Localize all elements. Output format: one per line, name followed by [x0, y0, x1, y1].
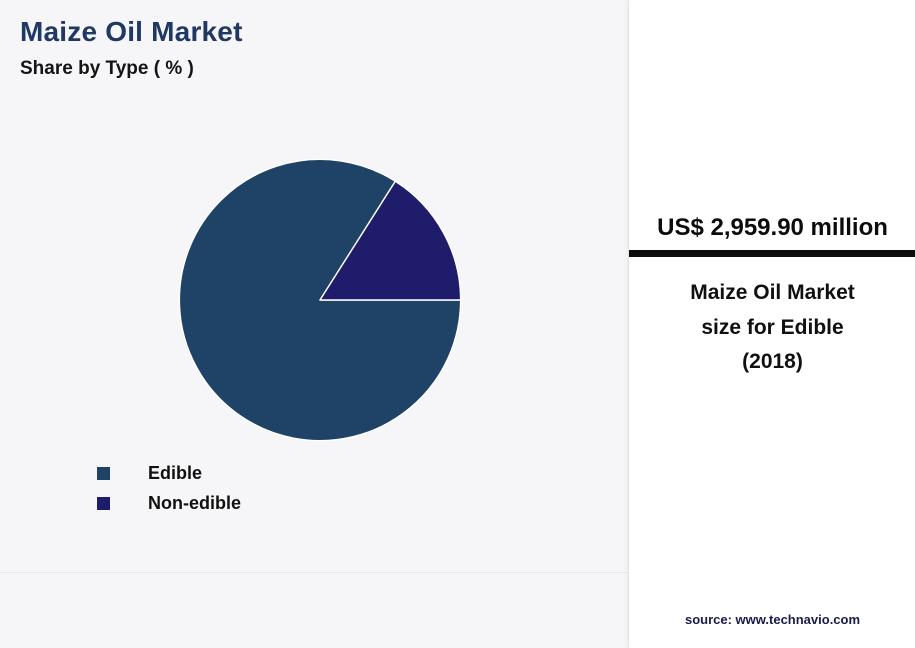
- page-title: Maize Oil Market: [20, 16, 243, 47]
- pie-chart: [178, 158, 462, 442]
- caption-line-1: Maize Oil Market: [690, 281, 855, 304]
- info-panel: US$ 2,959.90 million Maize Oil Market si…: [628, 0, 915, 648]
- market-size-caption: Maize Oil Market size for Edible (2018): [643, 276, 902, 380]
- source-text: source: www.technavio.com: [684, 612, 861, 627]
- legend-item-non-edible: Non-edible: [97, 493, 241, 514]
- panel-rule: [629, 250, 915, 257]
- chart-subtitle: Share by Type ( % ): [20, 58, 194, 79]
- legend-label-non-edible: Non-edible: [148, 493, 241, 513]
- pie-chart-container: [170, 150, 470, 450]
- chart-area: Maize Oil Market Share by Type ( % ) Edi…: [0, 16, 628, 573]
- legend-label-edible: Edible: [148, 463, 203, 483]
- divider-line: [0, 572, 628, 573]
- pie-slice-non-edible: [319, 180, 462, 301]
- legend-marker-non-edible: [97, 497, 110, 510]
- market-size-value: US$ 2,959.90 million: [657, 214, 888, 241]
- legend-marker-edible: [97, 467, 110, 480]
- legend-item-edible: Edible: [97, 463, 241, 484]
- caption-line-2: size for Edible: [701, 315, 844, 339]
- chart-legend: Edible Non-edible: [97, 463, 241, 514]
- caption-line-3: (2018): [742, 350, 803, 374]
